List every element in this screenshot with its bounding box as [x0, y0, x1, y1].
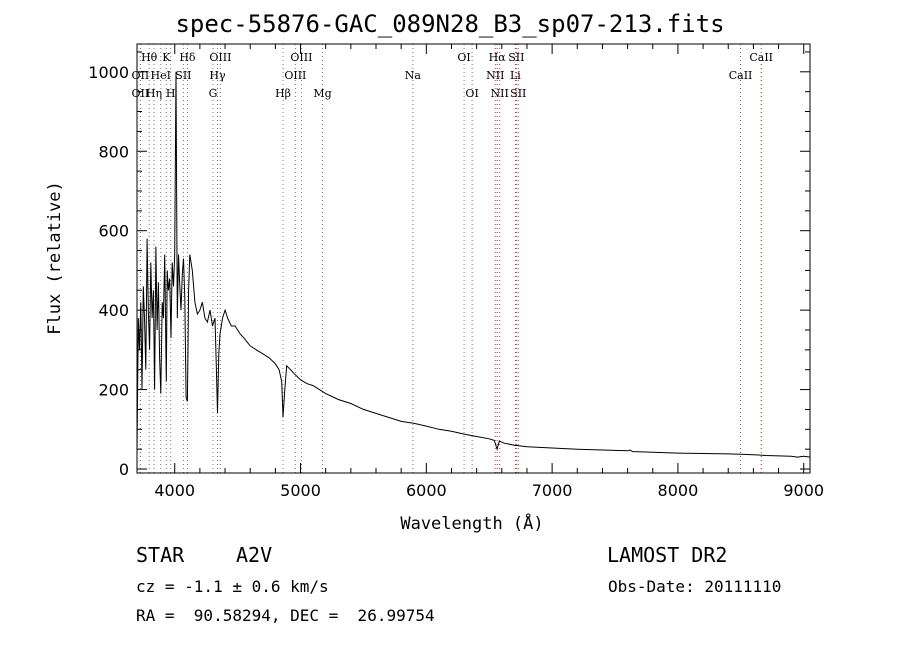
- y-tick-label: 400: [98, 301, 129, 320]
- line-marker-label: OI: [465, 87, 478, 100]
- line-marker-label: OI: [457, 51, 470, 64]
- line-marker-label: CaII: [749, 51, 773, 64]
- x-tick-label: 5000: [280, 481, 321, 500]
- line-markers: [139, 44, 762, 473]
- line-marker-label: OII: [132, 69, 150, 82]
- line-marker-label: Hβ: [275, 87, 291, 100]
- line-marker-label: G: [209, 87, 218, 100]
- line-marker-label: Hα: [489, 51, 507, 64]
- x-tick-label: 8000: [658, 481, 699, 500]
- sky-coordinates: RA = 90.58294, DEC = 26.99754: [136, 606, 435, 625]
- line-marker-label: OII: [132, 87, 150, 100]
- line-marker-label: Na: [405, 69, 422, 82]
- line-marker-label: HeI: [151, 69, 171, 82]
- line-marker-label: SII: [175, 69, 191, 82]
- object-class: STAR: [136, 543, 185, 567]
- line-marker-label: NII: [491, 87, 509, 100]
- x-axis-ticks: 4000 5000 6000 7000 8000 9000: [154, 44, 824, 500]
- y-tick-label: 600: [98, 222, 129, 241]
- y-tick-label: 200: [98, 381, 129, 400]
- line-marker-label: CaII: [729, 69, 753, 82]
- survey-name: LAMOST DR2: [607, 543, 728, 567]
- line-marker-labels: HθOIIOIIHηHeIKHSIIHδGHγOIIIHβOIIIOIIIMgN…: [132, 51, 773, 100]
- line-marker-label: Mg: [313, 87, 331, 100]
- y-tick-label: 1000: [88, 63, 129, 82]
- line-marker-label: OIII: [290, 51, 312, 64]
- line-marker-label: OIII: [284, 69, 306, 82]
- x-tick-label: 6000: [406, 481, 447, 500]
- x-axis-label: Wavelength (Å): [400, 512, 543, 534]
- x-tick-label: 9000: [783, 481, 824, 500]
- line-marker-label: K: [162, 51, 171, 64]
- line-marker-label: Hγ: [209, 69, 226, 82]
- x-tick-label: 4000: [154, 481, 195, 500]
- line-marker-label: NII: [486, 69, 504, 82]
- object-subclass: A2V: [236, 543, 273, 567]
- line-marker-label: Hδ: [179, 51, 196, 64]
- spectrum-line: [136, 71, 811, 458]
- line-marker-label: SII: [508, 51, 524, 64]
- line-marker-label: Hθ: [141, 51, 158, 64]
- observation-date: Obs-Date: 20111110: [608, 577, 782, 596]
- y-tick-label: 800: [98, 142, 129, 161]
- line-marker-label: Hη: [146, 87, 162, 100]
- redshift-velocity: cz = -1.1 ± 0.6 km/s: [136, 577, 329, 596]
- plot-frame: [136, 43, 811, 474]
- y-axis-label: Flux (relative): [45, 181, 65, 335]
- line-marker-label: Li: [510, 69, 521, 82]
- line-marker-label: H: [166, 87, 176, 100]
- line-marker-label: OIII: [209, 51, 231, 64]
- chart-title: spec-55876-GAC_089N28_B3_sp07-213.fits: [175, 10, 725, 38]
- line-marker-label: SII: [510, 87, 526, 100]
- y-axis-ticks: 0 200 400 600 800 1000: [88, 51, 810, 479]
- y-tick-label: 0: [119, 460, 129, 479]
- x-tick-label: 7000: [532, 481, 573, 500]
